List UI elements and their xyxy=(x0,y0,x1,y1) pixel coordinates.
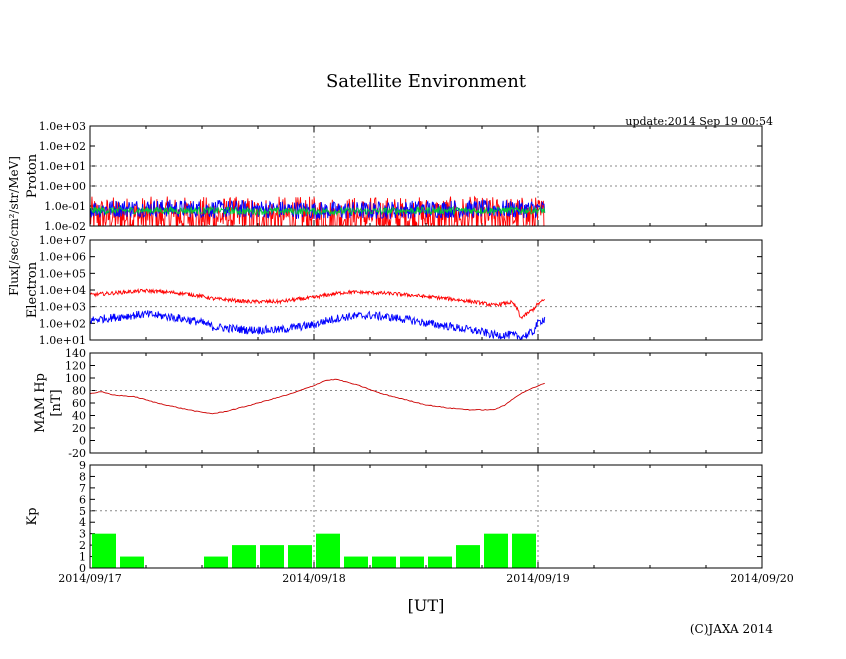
x-axis-label: [UT] xyxy=(408,596,445,615)
y-tick-label: 1.0e+05 xyxy=(39,267,86,280)
y-axis-unit-label: [nT] xyxy=(49,389,64,416)
y-tick-label: 1.0e+01 xyxy=(39,160,86,173)
y-tick-label: 1.0e+06 xyxy=(39,251,86,264)
y-tick-label: 1.0e+02 xyxy=(39,317,86,330)
y-tick-label: 100 xyxy=(65,372,86,385)
y-tick-label: 140 xyxy=(65,347,86,360)
y-tick-label: 8 xyxy=(79,470,86,483)
kp-bar xyxy=(372,556,396,568)
y-tick-label: 2 xyxy=(79,539,86,552)
x-tick-label: 2014/09/19 xyxy=(506,572,569,585)
y-tick-label: 0 xyxy=(79,562,86,575)
y-tick-label: 40 xyxy=(72,410,86,423)
y-tick-label: 0 xyxy=(79,435,86,448)
y-tick-label: 20 xyxy=(72,422,86,435)
y-tick-label: 1.0e+04 xyxy=(39,284,86,297)
y-tick-label: -20 xyxy=(68,447,86,460)
y-tick-label: 3 xyxy=(79,528,86,541)
panel-frame xyxy=(89,352,763,454)
update-label: update:2014 Sep 19 00:54 xyxy=(625,115,773,128)
kp-bar xyxy=(400,556,424,568)
y-tick-label: 1.0e+03 xyxy=(39,120,86,133)
panel-data xyxy=(90,288,546,340)
y-axis-label: Electron xyxy=(25,261,40,318)
kp-bar xyxy=(316,533,340,568)
chart-title: Satellite Environment xyxy=(326,71,527,92)
y-tick-label: 9 xyxy=(79,459,86,472)
series-line-hp-0 xyxy=(90,378,545,415)
kp-bar xyxy=(484,533,508,568)
y-tick-label: 4 xyxy=(79,516,86,529)
panels-group: Flux[/sec/cm²/str/MeV] 1.0e-021.0e-011.0e… xyxy=(7,120,794,585)
y-tick-label: 1.0e+01 xyxy=(39,334,86,347)
series-line-electron-0 xyxy=(90,288,545,320)
panel-electron: 1.0e+01 1.0e+02 1.0e+03 1.0e+04 1.0e+05 1.0e+… xyxy=(25,234,763,347)
kp-bar xyxy=(344,556,368,568)
y-tick-label: 1.0e-02 xyxy=(44,220,86,233)
y-tick-label: 1 xyxy=(79,551,86,564)
y-axis-label: MAM Hp xyxy=(33,373,48,433)
y-tick-label: 120 xyxy=(65,360,86,373)
y-tick-label: 80 xyxy=(72,385,86,398)
kp-bar xyxy=(92,533,116,568)
panel-data xyxy=(90,378,545,415)
y-tick-label: 1.0e+07 xyxy=(39,234,86,247)
y-tick-label: 5 xyxy=(79,505,86,518)
panel-proton: 1.0e-02 1.0e-01 1.0e+00 1.0e+01 1.0e+02 1.0e+… xyxy=(25,120,763,233)
kp-bar xyxy=(260,545,284,568)
series-line-proton-2 xyxy=(90,205,546,217)
kp-bar xyxy=(288,545,312,568)
panel-data xyxy=(92,533,536,568)
x-tick-label: 2014/09/18 xyxy=(282,572,345,585)
x-tick-label: 2014/09/17 xyxy=(58,572,121,585)
y-tick-label: 1.0e+02 xyxy=(39,140,86,153)
copyright-label: (C)JAXA 2014 xyxy=(690,622,774,636)
kp-bar xyxy=(232,545,256,568)
y-tick-label: 1.0e-01 xyxy=(44,200,86,213)
series-line-proton-0 xyxy=(90,195,545,226)
panel-frame xyxy=(89,125,763,227)
y-tick-label: 7 xyxy=(79,482,86,495)
y-axis-label: Proton xyxy=(25,153,40,198)
y-tick-label: 1.0e+00 xyxy=(39,180,86,193)
y-tick-label: 6 xyxy=(79,493,86,506)
x-tick-label: 2014/09/20 xyxy=(730,572,793,585)
panel-data xyxy=(90,195,546,226)
kp-bar xyxy=(428,556,452,568)
series-line-electron-1 xyxy=(90,310,546,340)
kp-bar xyxy=(456,545,480,568)
kp-bar xyxy=(512,533,536,568)
panel-frame xyxy=(89,464,763,569)
y-tick-label: 60 xyxy=(72,397,86,410)
kp-bar xyxy=(120,556,144,568)
y-axis-label: Kp xyxy=(25,507,40,525)
panel-frame xyxy=(89,239,763,341)
y-tick-label: 1.0e+03 xyxy=(39,301,86,314)
kp-bar xyxy=(204,556,228,568)
flux-axis-label: Flux[/sec/cm²/str/MeV] xyxy=(7,156,21,296)
